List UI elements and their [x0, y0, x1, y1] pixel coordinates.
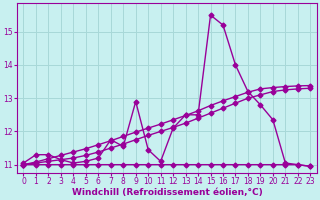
- X-axis label: Windchill (Refroidissement éolien,°C): Windchill (Refroidissement éolien,°C): [72, 188, 262, 197]
